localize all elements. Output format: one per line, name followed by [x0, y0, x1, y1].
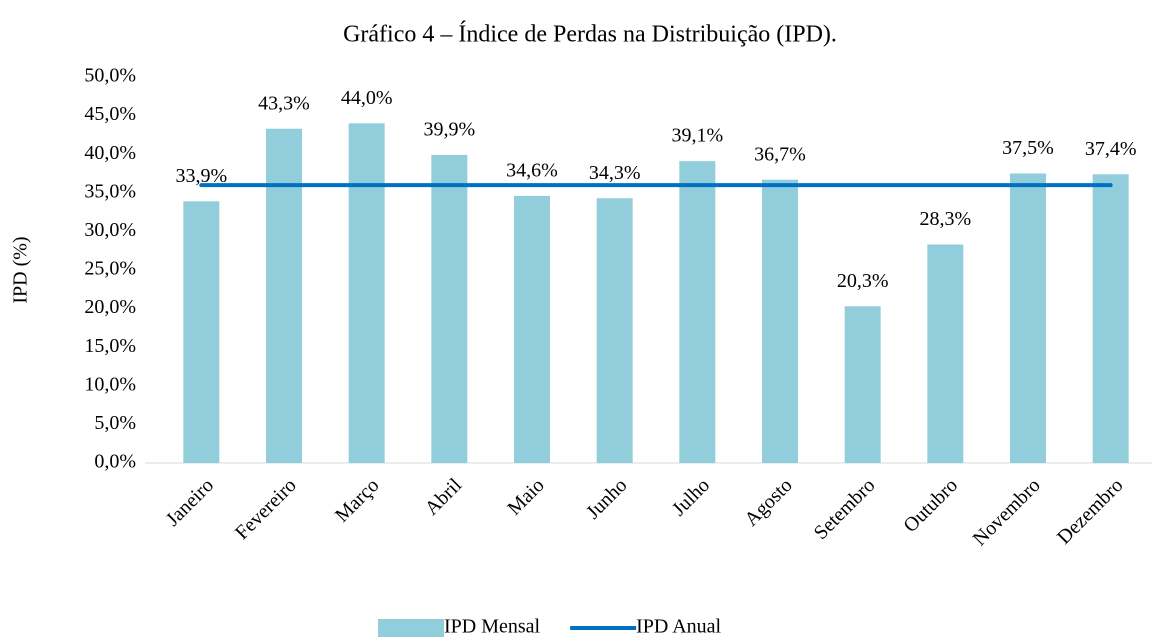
bar	[762, 179, 798, 463]
data-label: 36,7%	[754, 143, 806, 165]
data-label: 44,0%	[341, 87, 393, 109]
x-tick-label: Julho	[668, 474, 714, 520]
bar	[844, 306, 881, 463]
bar	[514, 195, 550, 463]
y-tick-label: 40,0%	[84, 142, 136, 164]
bar	[927, 244, 964, 463]
x-tick-label: Novembro	[969, 474, 1045, 550]
bar	[431, 154, 468, 464]
x-tick-label: Agosto	[740, 474, 796, 530]
y-tick-label: 20,0%	[84, 296, 136, 318]
data-label: 37,4%	[1085, 138, 1137, 160]
y-tick-label: 10,0%	[84, 373, 136, 395]
legend-swatch	[378, 619, 444, 637]
x-tick-label: Janeiro	[162, 474, 218, 530]
data-label: 39,1%	[671, 125, 723, 147]
bar	[266, 128, 302, 463]
y-tick-label: 45,0%	[84, 103, 136, 125]
x-tick-label: Maio	[503, 474, 548, 519]
y-tick-label: 50,0%	[84, 65, 136, 87]
x-tick-label: Abril	[421, 474, 467, 520]
bar	[1010, 173, 1046, 463]
legend-label: IPD Anual	[636, 616, 721, 638]
y-axis-label: IPD (%)	[10, 236, 32, 303]
data-label: 37,5%	[1002, 137, 1054, 159]
x-tick-label: Junho	[582, 474, 631, 523]
y-tick-label: 15,0%	[84, 335, 136, 357]
bar	[679, 161, 716, 463]
bar	[348, 123, 385, 463]
data-label: 28,3%	[919, 208, 971, 230]
bar	[596, 198, 633, 464]
x-tick-label: Outubro	[899, 474, 962, 537]
y-tick-label: 35,0%	[84, 180, 136, 202]
data-label: 33,9%	[175, 165, 227, 187]
x-tick-label: Setembro	[810, 474, 880, 544]
y-tick-label: 0,0%	[94, 451, 136, 473]
y-tick-label: 30,0%	[84, 219, 136, 241]
data-label: 43,3%	[258, 92, 310, 114]
data-label: 39,9%	[423, 119, 475, 141]
bar	[183, 201, 220, 464]
chart-title: Gráfico 4 – Índice de Perdas na Distribu…	[343, 22, 837, 48]
x-tick-label: Dezembro	[1053, 474, 1127, 548]
bar	[1092, 174, 1129, 463]
data-label: 34,3%	[589, 162, 641, 184]
x-tick-label: Março	[331, 474, 383, 526]
y-tick-label: 5,0%	[94, 412, 136, 434]
y-tick-label: 25,0%	[84, 258, 136, 280]
legend-label: IPD Mensal	[444, 616, 541, 638]
data-label: 34,6%	[506, 159, 558, 181]
x-tick-label: Fevereiro	[231, 474, 301, 544]
data-label: 20,3%	[837, 270, 889, 292]
